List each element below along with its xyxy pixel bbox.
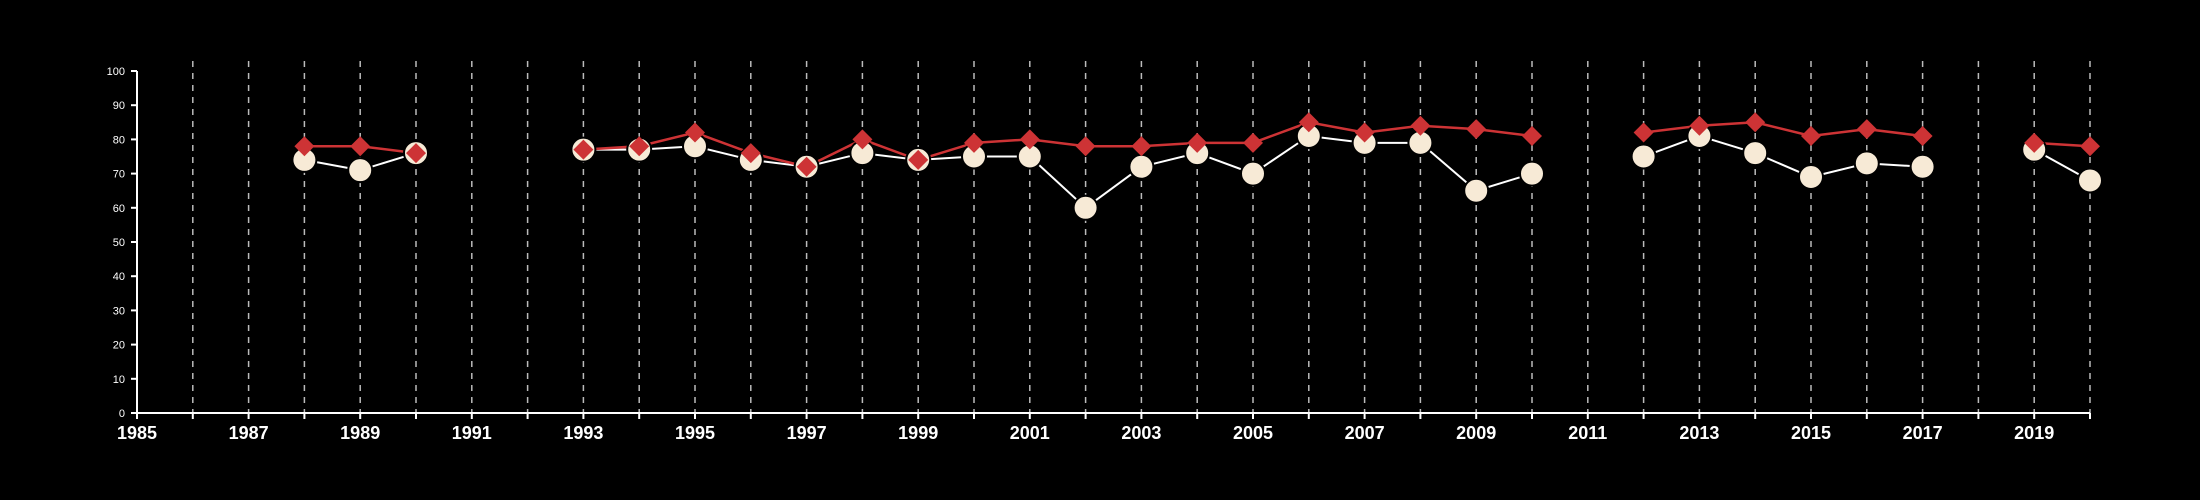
diamond-marker-1989 — [350, 136, 371, 157]
circle-marker-2015 — [1798, 164, 1824, 191]
white-series-line-2 — [1643, 134, 1923, 179]
diamond-marker-2006 — [1298, 112, 1319, 133]
diamond-marker-2005 — [1243, 132, 1263, 153]
x-tick-label-2015: 2015 — [1791, 423, 1831, 443]
circle-marker-2002 — [1072, 194, 1099, 221]
y-tick-label-60: 60 — [113, 203, 125, 215]
diamond-marker-2002 — [1075, 136, 1096, 157]
y-tick-label-10: 10 — [113, 374, 125, 386]
y-tick-label-80: 80 — [113, 134, 125, 146]
x-tick-label-2007: 2007 — [1345, 423, 1385, 443]
diamond-marker-1999 — [908, 149, 929, 170]
grid-lines — [192, 61, 2091, 413]
y-tick-label-100: 100 — [107, 66, 125, 78]
x-tick-label-1985: 1985 — [117, 423, 157, 443]
circle-marker-2003 — [1128, 153, 1155, 180]
circle-marker-2020 — [2077, 167, 2103, 194]
data-markers — [291, 112, 2103, 221]
y-tick-label-30: 30 — [113, 305, 125, 317]
circle-marker-1989 — [347, 157, 374, 184]
circle-marker-2009 — [1463, 177, 1490, 204]
diamond-marker-2016 — [1856, 119, 1877, 140]
diamond-marker-2004 — [1187, 132, 1208, 153]
circle-marker-2014 — [1742, 140, 1769, 167]
x-tick-label-2017: 2017 — [1903, 423, 1943, 443]
x-tick-label-2011: 2011 — [1568, 423, 1607, 443]
red-series-line-1 — [583, 121, 1533, 169]
diamond-marker-1993 — [573, 139, 594, 160]
x-tick-label-2003: 2003 — [1121, 423, 1161, 443]
circle-marker-2012 — [1630, 143, 1657, 170]
y-tick-label-50: 50 — [113, 237, 125, 249]
x-tick-label-2001: 2001 — [1010, 423, 1050, 443]
diamond-marker-1997 — [796, 156, 817, 177]
x-tick-label-1987: 1987 — [229, 423, 269, 443]
circle-marker-2017 — [1909, 153, 1936, 180]
y-tick-label-40: 40 — [113, 271, 125, 283]
circle-marker-2010 — [1519, 160, 1545, 187]
diamond-marker-2009 — [1466, 119, 1487, 140]
diamond-marker-2020 — [2080, 136, 2100, 157]
diamond-marker-1998 — [852, 129, 873, 150]
x-tick-label-2013: 2013 — [1679, 423, 1719, 443]
y-tick-label-70: 70 — [113, 169, 125, 181]
diamond-marker-2017 — [1912, 125, 1933, 146]
diamond-marker-1996 — [740, 143, 761, 164]
white-series-line-1 — [583, 134, 1533, 210]
circle-marker-2016 — [1853, 150, 1880, 177]
red-series-line-2 — [1643, 121, 1923, 138]
diamond-marker-2010 — [1522, 125, 1542, 146]
x-tick-label-2019: 2019 — [2014, 423, 2054, 443]
y-tick-label-0: 0 — [119, 408, 125, 420]
diamond-marker-1988 — [294, 136, 315, 157]
x-tick-label-1995: 1995 — [675, 423, 715, 443]
axes: 1985 1987 1989 1991 1993 1995 1997 1999 2001 2003… — [107, 66, 2091, 443]
x-tick-label-1999: 1999 — [898, 423, 938, 443]
diamond-marker-2001 — [1019, 129, 1040, 150]
y-tick-label-20: 20 — [113, 340, 125, 352]
diamond-marker-2013 — [1689, 115, 1710, 136]
x-tick-label-1993: 1993 — [563, 423, 603, 443]
diamond-marker-2003 — [1131, 136, 1152, 157]
diamond-marker-2008 — [1410, 115, 1431, 136]
diamond-marker-2015 — [1801, 125, 1821, 146]
x-tick-label-1989: 1989 — [340, 423, 380, 443]
circle-marker-2005 — [1240, 160, 1266, 187]
diamond-marker-2019 — [2024, 132, 2045, 153]
diamond-marker-2007 — [1354, 122, 1375, 143]
x-tick-label-1997: 1997 — [787, 423, 827, 443]
diamond-marker-2012 — [1633, 122, 1654, 143]
x-tick-label-1991: 1991 — [452, 423, 492, 443]
diamond-marker-2000 — [964, 132, 984, 153]
diamond-marker-1990 — [406, 143, 426, 164]
diamond-marker-1995 — [685, 122, 705, 143]
x-tick-label-2005: 2005 — [1233, 423, 1273, 443]
y-tick-label-90: 90 — [113, 100, 125, 112]
x-tick-label-2009: 2009 — [1456, 423, 1496, 443]
diamond-marker-1994 — [629, 136, 650, 157]
diamond-marker-2014 — [1745, 112, 1766, 133]
